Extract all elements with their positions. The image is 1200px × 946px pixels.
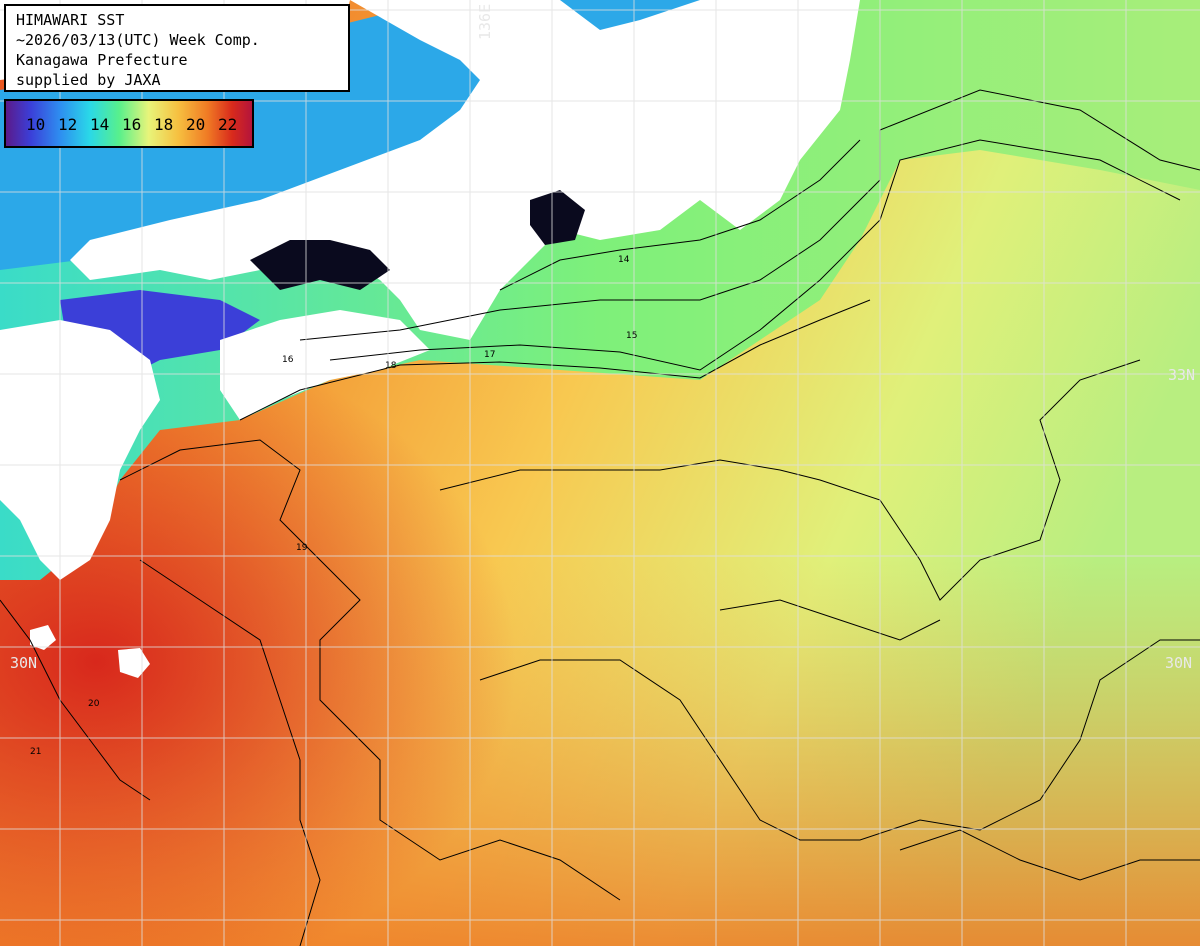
- title-line-product: HIMAWARI SST: [16, 11, 125, 29]
- osaka-bay-dark: [250, 240, 390, 290]
- contour-17: [329, 139, 1181, 371]
- land-kyushu: [0, 320, 160, 580]
- title-line-region: Kanagawa Prefecture: [16, 51, 188, 69]
- land-shikoku: [220, 310, 430, 420]
- contour-19b: [439, 359, 1141, 601]
- legend-tick: 22: [218, 115, 238, 134]
- ise-bay-dark: [530, 190, 585, 245]
- contour-19d: [899, 829, 1200, 881]
- contour-label-18: 18: [385, 361, 397, 371]
- legend-tick: 18: [154, 115, 174, 134]
- contour-16: [299, 89, 1200, 341]
- title-box: HIMAWARI SST ~2026/03/13(UTC) Week Comp.…: [4, 4, 350, 92]
- title-line-credit: supplied by JAXA: [16, 71, 161, 89]
- contour-lines: [0, 89, 1200, 946]
- legend-tick: 12: [58, 115, 78, 134]
- contour-18: [239, 299, 871, 421]
- grid-label-136e-top: 136E: [476, 3, 494, 40]
- contour-label-16: 16: [282, 355, 294, 365]
- contour-label-14: 14: [618, 255, 630, 265]
- contour-19c: [479, 639, 1200, 841]
- legend-tick: 10: [26, 115, 46, 134]
- grid-label-33n-right: 33N: [1168, 366, 1196, 384]
- contour-19: [119, 439, 621, 901]
- contour-label-20: 20: [88, 699, 100, 709]
- contour-label-21: 21: [30, 747, 41, 757]
- contour-label-17: 17: [484, 350, 495, 360]
- contour-label-15: 15: [626, 331, 637, 341]
- land-tanegashima: [30, 625, 56, 650]
- grid-label-30n-left: 30N: [10, 654, 38, 672]
- temperature-color-legend: 10 12 14 16 18 20 22: [4, 99, 254, 148]
- title-line-date: ~2026/03/13(UTC) Week Comp.: [16, 31, 260, 49]
- legend-tick: 14: [90, 115, 110, 134]
- contour-21: [0, 599, 151, 801]
- contour-20: [139, 559, 321, 946]
- contour-value-labels: 14 15 16 17 18 19 20 21: [30, 255, 637, 757]
- contour-label-19: 19: [296, 543, 308, 553]
- contour-15: [499, 139, 861, 291]
- grid-label-30n-right: 30N: [1165, 654, 1193, 672]
- legend-tick: 20: [186, 115, 206, 134]
- legend-tick: 16: [122, 115, 142, 134]
- contour-18b: [719, 599, 941, 641]
